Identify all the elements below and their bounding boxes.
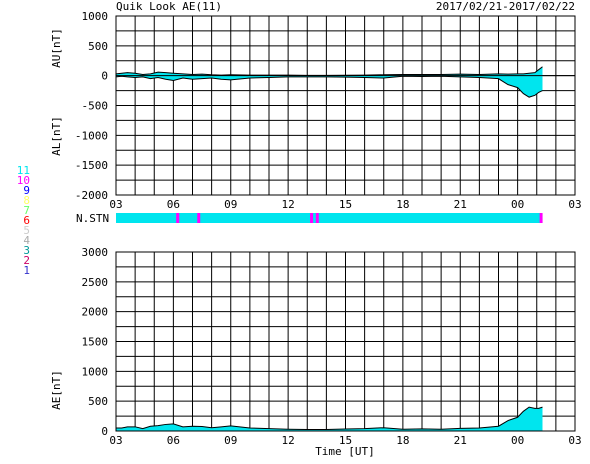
series-al-line [115, 75, 543, 98]
y-tick-label: 1000 [82, 365, 109, 378]
x-tick-label: 21 [454, 434, 467, 447]
legend-station-2: 2 [23, 254, 30, 267]
au-al-y-tick-labels: 1000 500 0 -500 -1000 -1500 -2000 [75, 10, 108, 202]
x-tick-label: 09 [224, 198, 237, 211]
x-tick-label: 21 [454, 198, 467, 211]
nstn-marker [539, 213, 543, 223]
x-tick-label: 18 [396, 434, 409, 447]
y-tick-label: 0 [101, 425, 108, 438]
legend-station-1: 1 [23, 264, 30, 277]
ae-y-tick-labels: 3000 2500 2000 1500 1000 500 0 [82, 246, 109, 438]
series-ae-area [116, 407, 543, 431]
series-ae-line [116, 406, 543, 431]
au-al-grid [116, 16, 575, 195]
x-tick-label: 03 [568, 198, 581, 211]
x-tick-label: 18 [396, 198, 409, 211]
y-tick-label: -1500 [75, 159, 108, 172]
x-tick-label: 15 [339, 198, 352, 211]
nstn-marker [310, 213, 314, 223]
ae-x-tick-labels: 03 06 09 12 15 18 21 00 03 [109, 434, 581, 447]
legend-station-11: 11 [17, 164, 30, 177]
ae-grid [116, 252, 575, 431]
y-tick-label: 1000 [82, 10, 109, 23]
y-tick-label: -2000 [75, 189, 108, 202]
au-axis-label: AU[nT] [50, 28, 63, 68]
ae-series [116, 406, 543, 431]
x-tick-label: 06 [167, 198, 180, 211]
nstn-marker [176, 213, 180, 223]
y-tick-label: 0 [101, 70, 108, 83]
y-tick-label: 2000 [82, 306, 109, 319]
au-al-panel: 1000 500 0 -500 -1000 -1500 -2000 03 06 09 12 15 18… [50, 10, 582, 211]
legend-station-9: 9 [23, 184, 30, 197]
nstn-marker [315, 213, 319, 223]
au-al-frame [115, 15, 576, 196]
date-range: 2017/02/21-2017/02/22 [436, 0, 575, 13]
x-tick-label: 06 [167, 434, 180, 447]
au-al-x-tick-labels: 03 06 09 12 15 18 21 00 03 [109, 198, 581, 211]
figure-title: Quik Look AE(11) [116, 0, 222, 13]
nstn-base-segment [116, 213, 543, 223]
legend-station-10: 10 [17, 174, 30, 187]
y-tick-label: -500 [82, 100, 109, 113]
x-tick-label: 00 [511, 198, 524, 211]
legend-station-7: 7 [23, 204, 30, 217]
ae-frame [115, 251, 576, 432]
nstn-marker [197, 213, 201, 223]
x-tick-label: 09 [224, 434, 237, 447]
al-axis-label: AL[nT] [50, 116, 63, 156]
x-axis-label: Time [UT] [315, 445, 375, 458]
y-tick-label: 1500 [82, 336, 109, 349]
nstn-label: N.STN [76, 212, 109, 225]
ae-axis-label: AE[nT] [50, 370, 63, 410]
series-al-area [116, 75, 543, 98]
legend-station-4: 4 [23, 234, 30, 247]
x-tick-label: 03 [568, 434, 581, 447]
station-count-strip: N.STN [76, 212, 543, 225]
y-tick-label: 2500 [82, 276, 109, 289]
x-tick-label: 12 [282, 434, 295, 447]
series-au-area [116, 66, 543, 76]
legend-station-6: 6 [23, 214, 30, 227]
y-tick-label: 500 [88, 40, 108, 53]
x-tick-label: 03 [109, 198, 122, 211]
legend-station-5: 5 [23, 224, 30, 237]
x-tick-label: 12 [282, 198, 295, 211]
nstn-bar [116, 213, 543, 223]
x-tick-label: 00 [511, 434, 524, 447]
y-tick-label: 3000 [82, 246, 109, 259]
y-tick-label: 500 [88, 395, 108, 408]
legend-station-3: 3 [23, 244, 30, 257]
x-tick-label: 03 [109, 434, 122, 447]
legend-station-8: 8 [23, 194, 30, 207]
x-tick-label: 15 [339, 434, 352, 447]
y-tick-label: -1000 [75, 129, 108, 142]
